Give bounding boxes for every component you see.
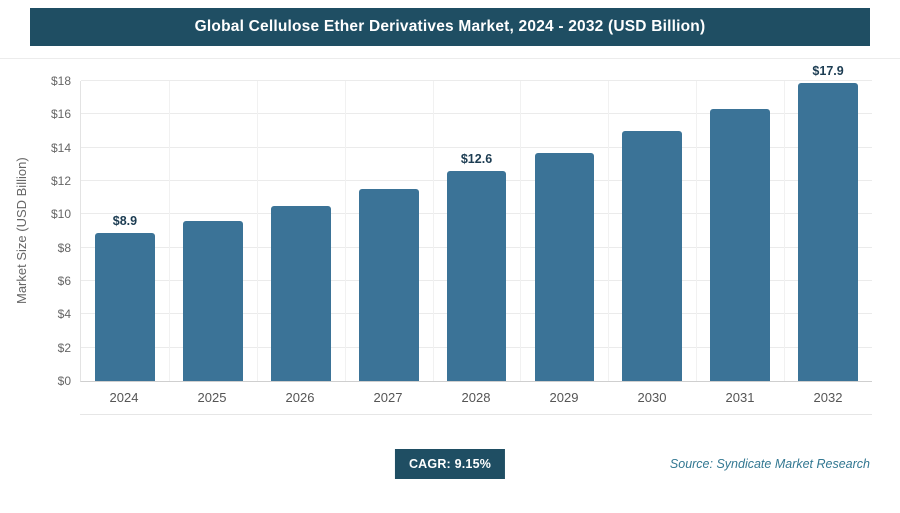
bar-2028: $12.6 xyxy=(446,152,507,381)
bar-2030 xyxy=(622,131,683,381)
bar-2026 xyxy=(270,206,331,381)
bar-column xyxy=(520,81,608,381)
y-tick-label: $18 xyxy=(50,74,71,88)
bar-value-label: $12.6 xyxy=(460,152,493,166)
chart-main-area: $0 $2 $4 $6 $8 $10 $12 $14 $16 $18 $8.9 $12.6 $17.9… xyxy=(36,64,872,415)
x-axis-label-2029: 2029 xyxy=(549,390,579,405)
v-gridline xyxy=(344,81,346,381)
y-tick-label: $4 xyxy=(57,307,71,322)
source-text: Source: Syndicate Market Research xyxy=(669,457,870,471)
chart-card: Global Cellulose Ether Derivatives Marke… xyxy=(0,0,900,479)
y-tick-label: $14 xyxy=(50,140,71,155)
v-gridline xyxy=(696,81,698,381)
y-axis-ticks: $0 $2 $4 $6 $8 $10 $12 $14 $16 $18 xyxy=(36,74,80,388)
bar-2027 xyxy=(358,189,419,381)
cagr-badge: CAGR: 9.15% xyxy=(394,449,506,479)
chart-footer: CAGR: 9.15% Source: Syndicate Market Res… xyxy=(0,443,900,513)
bar-chart: Market Size (USD Billion) $0 $2 $4 $6 $8 $10 $… xyxy=(14,64,872,415)
v-gridline xyxy=(256,81,258,381)
chart-header-section: Global Cellulose Ether Derivatives Marke… xyxy=(0,0,900,59)
bar-2029 xyxy=(534,152,595,381)
y-tick-label: $2 xyxy=(57,340,71,355)
bar-column: $12.6 xyxy=(433,81,521,381)
y-tick-label: $10 xyxy=(50,207,71,222)
y-tick-label: $0 xyxy=(57,374,71,388)
bar-column: $8.9 xyxy=(81,81,169,381)
x-axis-label-2025: 2025 xyxy=(197,390,227,405)
bar-column xyxy=(345,81,433,381)
h-gridline xyxy=(81,113,872,115)
x-axis-label-2026: 2026 xyxy=(285,390,315,405)
x-axis-label-2031: 2031 xyxy=(725,390,755,405)
y-tick-label: $8 xyxy=(57,240,71,255)
chart-title: Global Cellulose Ether Derivatives Marke… xyxy=(194,18,706,35)
plot-area: $8.9 $12.6 $17.9 xyxy=(80,64,872,382)
bar-2025 xyxy=(182,221,243,381)
v-gridline xyxy=(520,81,522,381)
plot-row: $0 $2 $4 $6 $8 $10 $12 $14 $16 $18 $8.9 $12.6 $17.9 xyxy=(36,64,872,388)
bar-column xyxy=(608,81,696,381)
x-axis-label-2032: 2032 xyxy=(813,390,843,405)
x-axis-label-2027: 2027 xyxy=(373,390,403,405)
bar-column xyxy=(257,81,345,381)
v-gridline xyxy=(784,81,786,381)
bar-column xyxy=(696,81,784,381)
y-axis-title: Market Size (USD Billion) xyxy=(14,157,29,305)
bar-2032: $17.9 xyxy=(798,64,858,381)
v-gridline xyxy=(608,81,610,381)
v-gridline xyxy=(168,81,170,381)
bars-container: $8.9 $12.6 $17.9 xyxy=(81,64,872,381)
x-axis-label-2024: 2024 xyxy=(109,390,139,405)
bar-value-label: $8.9 xyxy=(112,213,138,228)
h-gridline xyxy=(81,146,872,148)
bar-2031 xyxy=(710,109,771,381)
y-tick-label: $12 xyxy=(50,174,71,188)
x-axis-label-2030: 2030 xyxy=(637,390,667,405)
h-gridline xyxy=(81,80,872,81)
x-axis-label-2028: 2028 xyxy=(461,390,491,405)
x-axis-labels: 2024 2025 2026 2027 2028 2029 2030 2031 2032 xyxy=(80,382,872,415)
y-tick-label: $6 xyxy=(57,274,71,288)
chart-title-bar: Global Cellulose Ether Derivatives Marke… xyxy=(30,8,870,46)
v-gridline xyxy=(432,81,434,381)
y-tick-label: $16 xyxy=(50,107,71,122)
bar-value-label: $17.9 xyxy=(812,63,844,78)
bar-2024: $8.9 xyxy=(95,214,155,381)
bar-column xyxy=(169,81,257,381)
bar-column: $17.9 xyxy=(784,64,872,381)
